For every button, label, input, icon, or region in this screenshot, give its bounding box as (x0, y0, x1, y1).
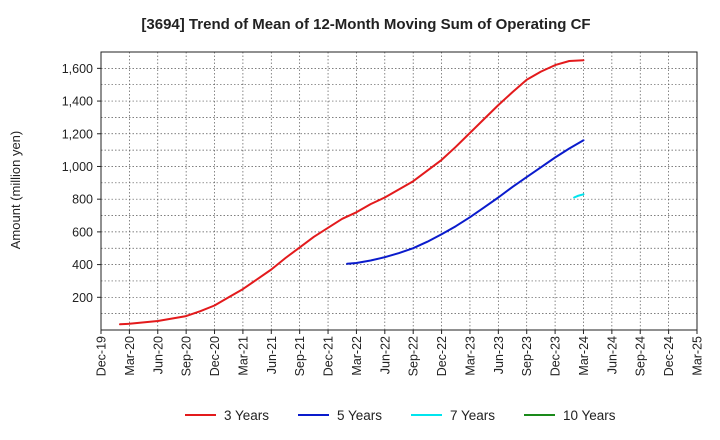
y-tick-label: 200 (72, 291, 93, 305)
x-tick-label: Sep-21 (293, 336, 307, 376)
x-tick-label: Mar-21 (236, 336, 250, 376)
grid-lines (101, 52, 697, 330)
x-tick-label: Jun-24 (605, 336, 619, 374)
y-tick-label: 600 (72, 225, 93, 239)
x-tick-label: Jun-21 (265, 336, 279, 374)
x-tick-label: Jun-20 (151, 336, 165, 374)
y-tick-label: 1,600 (62, 62, 93, 76)
x-tick-label: Mar-20 (123, 336, 137, 376)
x-tick-label: Dec-19 (95, 336, 109, 376)
y-tick-label: 1,000 (62, 160, 93, 174)
x-tick-label: Jun-23 (492, 336, 506, 374)
legend-label-3-years: 3 Years (224, 408, 269, 423)
series-lines (119, 59, 585, 326)
y-tick-label: 400 (72, 258, 93, 272)
y-axis-ticks: 200 400 600 800 1,000 1,200 1,400 1,600 (62, 62, 101, 305)
x-tick-label: Dec-21 (322, 336, 336, 376)
series-line-7-years (573, 193, 585, 199)
plot-border (100, 51, 698, 331)
series-line-3-years (119, 59, 585, 326)
x-tick-label: Dec-20 (208, 336, 222, 376)
y-axis-label: Amount (million yen) (8, 131, 23, 250)
x-tick-label: Mar-24 (577, 336, 591, 376)
series-line-5-years (346, 139, 585, 265)
x-tick-label: Mar-23 (463, 336, 477, 376)
x-tick-label: Dec-23 (549, 336, 563, 376)
x-tick-label: Mar-22 (350, 336, 364, 376)
x-tick-label: Jun-22 (378, 336, 392, 374)
plot-area (101, 52, 697, 330)
x-tick-label: Sep-20 (180, 336, 194, 376)
x-tick-label: Dec-22 (435, 336, 449, 376)
x-tick-label: Dec-24 (662, 336, 676, 376)
x-tick-label: Sep-23 (520, 336, 534, 376)
y-tick-label: 1,400 (62, 95, 93, 109)
y-tick-label: 1,200 (62, 127, 93, 141)
y-tick-label: 800 (72, 193, 93, 207)
legend: 3 Years 5 Years 7 Years 10 Years (185, 408, 616, 423)
x-tick-label: Mar-25 (691, 336, 705, 376)
x-tick-label: Sep-24 (634, 336, 648, 376)
chart-title: [3694] Trend of Mean of 12-Month Moving … (141, 16, 590, 33)
legend-label-7-years: 7 Years (450, 408, 495, 423)
x-axis-ticks: Dec-19 Mar-20 Jun-20 Sep-20 Dec-20 Mar-21 Jun-… (95, 330, 705, 376)
legend-label-10-years: 10 Years (563, 408, 616, 423)
x-tick-label: Sep-22 (407, 336, 421, 376)
legend-label-5-years: 5 Years (337, 408, 382, 423)
